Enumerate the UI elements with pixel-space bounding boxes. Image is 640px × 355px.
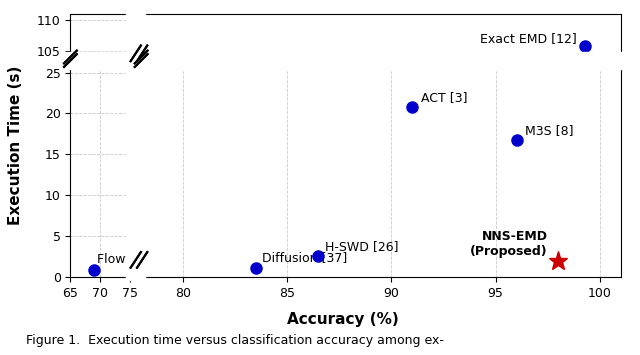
Text: Diffusion [37]: Diffusion [37] bbox=[262, 251, 348, 264]
Text: H-SWD [26]: H-SWD [26] bbox=[324, 240, 398, 253]
Text: M3S [8]: M3S [8] bbox=[525, 124, 573, 137]
Text: Execution Time (s): Execution Time (s) bbox=[8, 66, 24, 225]
Text: NNS-EMD
(Proposed): NNS-EMD (Proposed) bbox=[470, 230, 548, 258]
Text: Figure 1.  Execution time versus classification accuracy among ex-: Figure 1. Execution time versus classifi… bbox=[26, 334, 444, 347]
Text: Accuracy (%): Accuracy (%) bbox=[287, 312, 398, 327]
Text: Flowtree [4]: Flowtree [4] bbox=[97, 252, 173, 266]
Text: ACT [3]: ACT [3] bbox=[420, 92, 467, 104]
Text: Exact EMD [12]: Exact EMD [12] bbox=[480, 32, 577, 45]
